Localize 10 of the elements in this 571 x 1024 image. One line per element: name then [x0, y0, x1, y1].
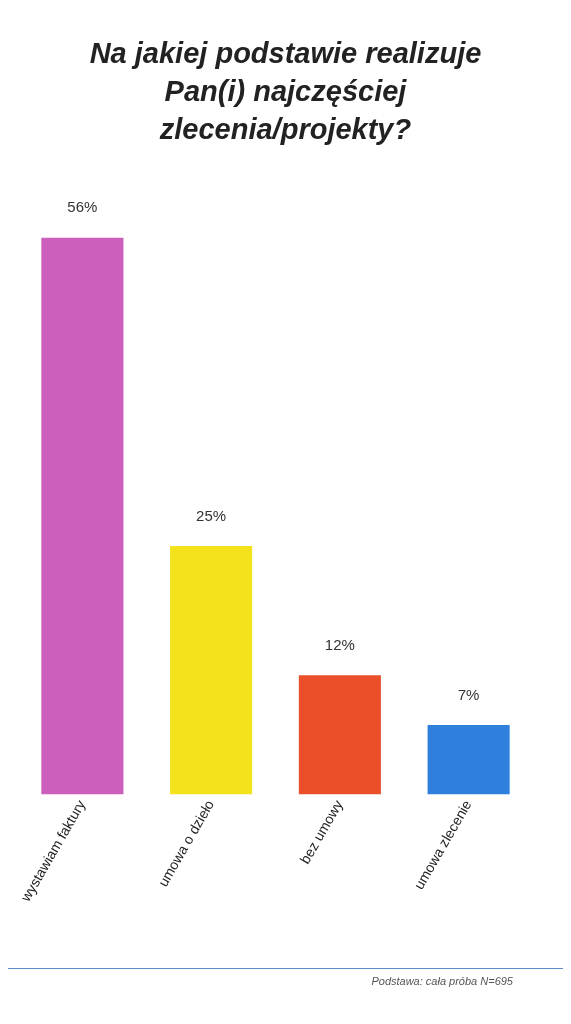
- text: Podstawa: cała próba N=695: [371, 975, 513, 987]
- bar: [41, 237, 124, 795]
- data-label: 56%: [67, 198, 98, 216]
- bar: [170, 546, 253, 795]
- chart-title: Na jakiej podstawie realizuje Pan(i) najczęściej zlecenia/projekty?: [88, 36, 483, 147]
- bar: [427, 724, 510, 795]
- bar: [298, 675, 381, 795]
- data-label: 12%: [324, 635, 355, 653]
- data-label: 25%: [196, 506, 227, 524]
- data-label: 7%: [457, 685, 480, 703]
